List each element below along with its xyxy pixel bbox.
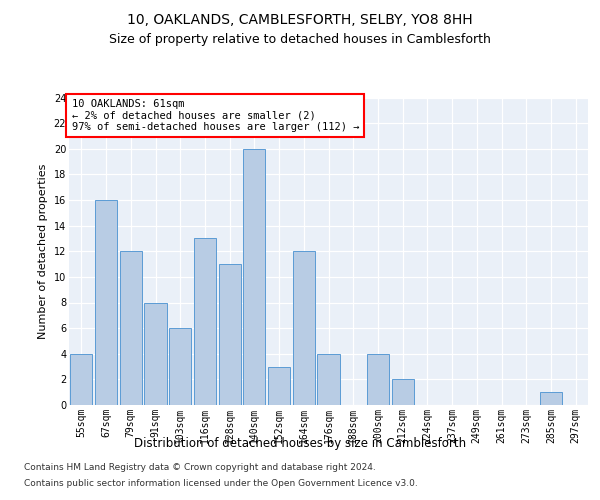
Bar xyxy=(119,252,142,405)
Y-axis label: Number of detached properties: Number of detached properties xyxy=(38,164,48,339)
Bar xyxy=(218,264,241,405)
Bar xyxy=(392,380,414,405)
Text: Size of property relative to detached houses in Camblesforth: Size of property relative to detached ho… xyxy=(109,32,491,46)
Text: 10 OAKLANDS: 61sqm
← 2% of detached houses are smaller (2)
97% of semi-detached : 10 OAKLANDS: 61sqm ← 2% of detached hous… xyxy=(71,99,359,132)
Bar xyxy=(268,366,290,405)
Bar xyxy=(317,354,340,405)
Bar xyxy=(145,302,167,405)
Text: Distribution of detached houses by size in Camblesforth: Distribution of detached houses by size … xyxy=(134,438,466,450)
Text: Contains HM Land Registry data © Crown copyright and database right 2024.: Contains HM Land Registry data © Crown c… xyxy=(24,464,376,472)
Bar xyxy=(70,354,92,405)
Bar xyxy=(293,252,315,405)
Text: Contains public sector information licensed under the Open Government Licence v3: Contains public sector information licen… xyxy=(24,478,418,488)
Bar xyxy=(540,392,562,405)
Bar xyxy=(95,200,117,405)
Bar xyxy=(367,354,389,405)
Bar xyxy=(243,149,265,405)
Bar xyxy=(194,238,216,405)
Text: 10, OAKLANDS, CAMBLESFORTH, SELBY, YO8 8HH: 10, OAKLANDS, CAMBLESFORTH, SELBY, YO8 8… xyxy=(127,12,473,26)
Bar xyxy=(169,328,191,405)
